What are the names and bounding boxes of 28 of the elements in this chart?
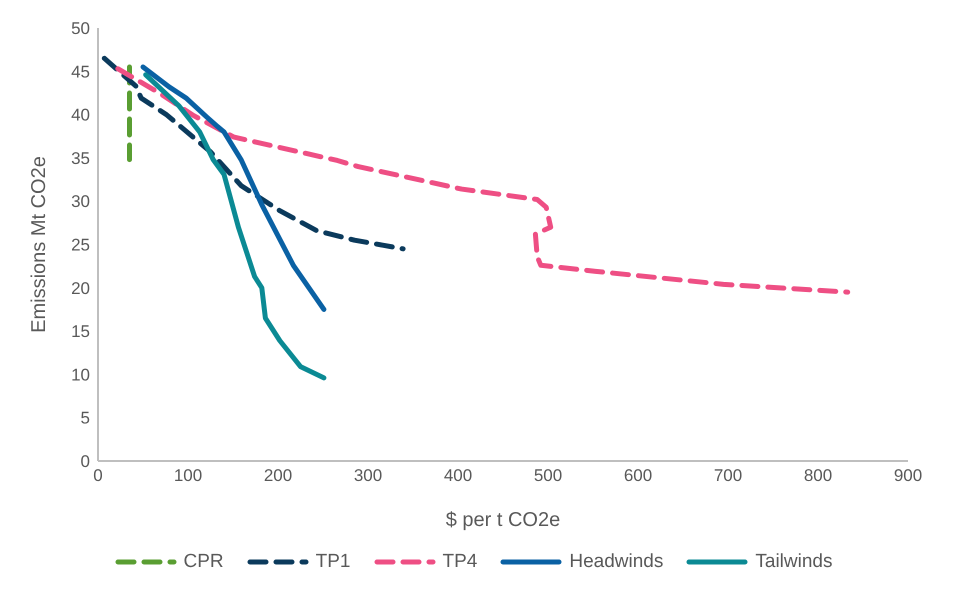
legend-label: TP4 [442,551,478,573]
legend-label: Tailwinds [755,551,832,573]
x-tick-label: 0 [93,466,103,486]
legend-label: CPR [184,551,224,573]
x-tick-label: 900 [894,466,922,486]
x-tick-label: 800 [804,466,832,486]
y-tick-label: 10 [71,365,90,384]
y-tick-label: 25 [71,236,90,255]
y-tick-label: 15 [71,322,90,342]
y-tick-label: 30 [71,192,90,212]
y-tick-label: 45 [71,62,90,82]
x-tick-label: 300 [354,466,382,486]
x-tick-label: 100 [174,466,202,486]
y-tick-label: 20 [71,278,90,298]
y-tick-label: 40 [71,106,90,125]
x-tick-label: 700 [714,466,742,486]
y-tick-label: 0 [80,452,90,472]
legend-label: TP1 [316,551,351,573]
x-axis-title: $ per t CO2e [446,509,560,531]
y-tick-label: 5 [80,408,90,428]
y-axis-title: Emissions Mt CO2e [28,156,50,333]
x-tick-label: 500 [534,466,562,486]
x-tick-label: 600 [624,466,652,486]
x-tick-label: 400 [444,466,472,486]
legend-label: Headwinds [569,551,664,573]
y-tick-label: 35 [71,148,90,168]
y-tick-label: 50 [71,19,90,38]
x-tick-label: 200 [264,466,292,486]
